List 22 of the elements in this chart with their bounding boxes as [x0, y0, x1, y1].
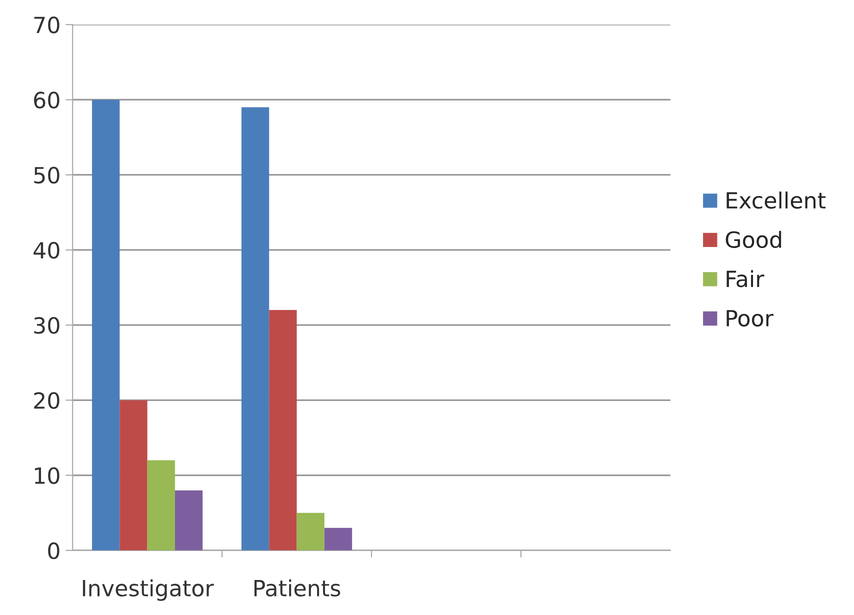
bar [269, 310, 297, 550]
bar [120, 400, 148, 550]
bar [174, 490, 203, 550]
y-tick-label: 20 [34, 392, 60, 409]
bar [241, 107, 270, 550]
legend-label: Good [726, 230, 782, 248]
legend-label: Poor [726, 310, 774, 327]
bar [147, 460, 175, 550]
legend-label: Fair [726, 270, 764, 288]
y-tick-label: 50 [34, 166, 60, 184]
y-tick-label: 40 [34, 242, 60, 259]
y-tick-label: 0 [48, 542, 60, 560]
bar [324, 528, 352, 550]
y-tick-label: 30 [34, 317, 60, 334]
y-tick-label: 10 [34, 467, 60, 484]
x-tick-label: Patients [254, 579, 340, 597]
legend-label: Excellent [726, 192, 826, 209]
bar [92, 100, 120, 550]
y-tick-label: 60 [34, 92, 60, 108]
bar [296, 512, 324, 550]
x-tick-label: Investigator [82, 579, 214, 601]
y-tick-label: 70 [34, 16, 60, 34]
